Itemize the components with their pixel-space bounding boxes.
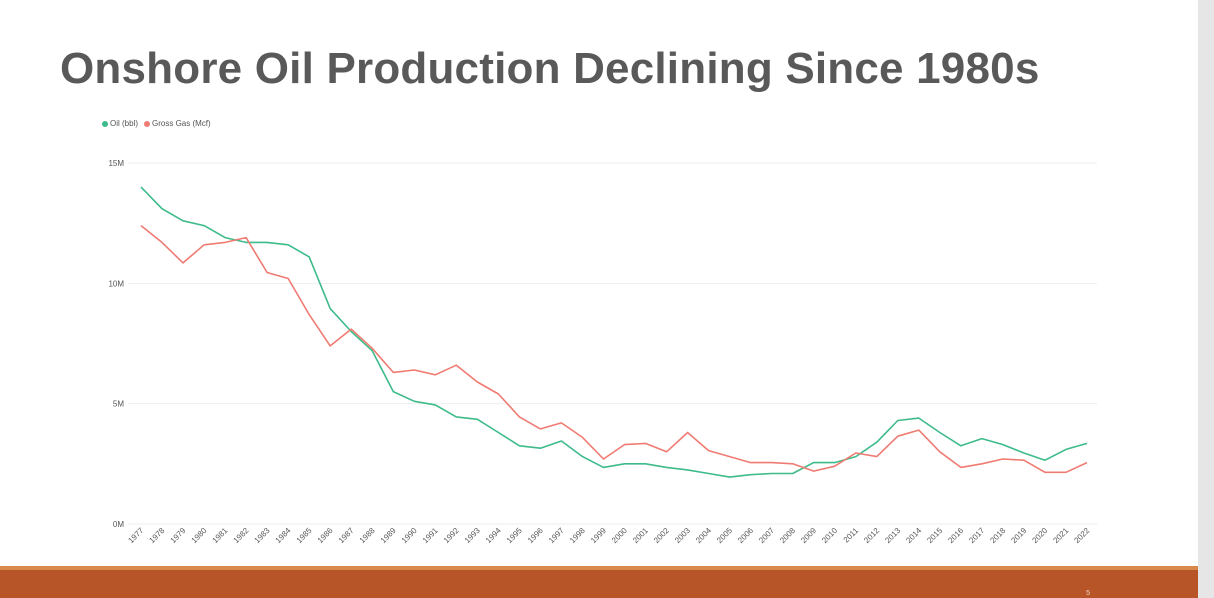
x-tick-label: 1990	[400, 526, 419, 545]
x-tick-label: 1980	[190, 526, 209, 545]
x-tick-label: 2009	[799, 526, 818, 545]
x-tick-label: 1984	[274, 526, 293, 545]
chart-legend: Oil (bbl) Gross Gas (Mcf)	[102, 119, 211, 128]
x-tick-label: 2019	[1009, 526, 1028, 545]
x-tick-label: 2000	[610, 526, 629, 545]
x-tick-label: 2004	[694, 526, 713, 545]
x-tick-label: 1993	[463, 526, 482, 545]
x-tick-label: 2020	[1030, 526, 1049, 545]
x-tick-label: 2003	[673, 526, 692, 545]
y-tick-label: 5M	[113, 400, 124, 409]
slide-title: Onshore Oil Production Declining Since 1…	[60, 44, 1040, 93]
x-tick-label: 1989	[379, 526, 398, 545]
gridlines	[128, 162, 1097, 525]
x-tick-label: 2006	[736, 526, 755, 545]
x-tick-label: 2002	[652, 526, 671, 545]
y-axis-ticks: 0M 5M 10M 15M	[108, 159, 124, 529]
x-tick-label: 2022	[1072, 526, 1091, 545]
x-tick-label: 1981	[211, 526, 230, 545]
series-lines	[140, 186, 1088, 478]
x-tick-label: 2005	[715, 526, 734, 545]
legend-dot-oil-icon	[102, 120, 108, 127]
slide-number: 5	[1086, 590, 1090, 597]
x-tick-label: 1979	[169, 526, 188, 545]
x-tick-label: 1978	[147, 526, 166, 545]
x-tick-label: 1987	[337, 526, 356, 545]
x-tick-label: 1995	[505, 526, 524, 545]
x-axis-ticks: 1977 1978 1979 1980 1981 1982 1983 1984 1985 1986…	[126, 526, 1091, 545]
x-tick-label: 2008	[778, 526, 797, 545]
x-tick-label: 1983	[253, 526, 272, 545]
x-tick-label: 2001	[631, 526, 650, 545]
x-tick-label: 1988	[358, 526, 377, 545]
x-tick-label: 1991	[421, 526, 440, 545]
x-tick-label: 1997	[547, 526, 566, 545]
x-tick-label: 2018	[988, 526, 1007, 545]
legend-item-oil[interactable]: Oil (bbl)	[102, 119, 138, 128]
x-tick-label: 1996	[526, 526, 545, 545]
legend-item-gas[interactable]: Gross Gas (Mcf)	[144, 119, 211, 128]
y-tick-label: 15M	[108, 159, 124, 168]
x-tick-label: 2017	[967, 526, 986, 545]
series-line-gross-gas[interactable]	[140, 224, 1088, 474]
x-tick-label: 1982	[232, 526, 251, 545]
x-tick-label: 2014	[904, 526, 923, 545]
x-tick-label: 1986	[316, 526, 335, 545]
legend-label-oil: Oil (bbl)	[110, 119, 139, 128]
x-tick-label: 2015	[925, 526, 944, 545]
x-tick-label: 2013	[883, 526, 902, 545]
x-tick-label: 2021	[1051, 526, 1070, 545]
x-tick-label: 2011	[842, 526, 861, 545]
x-tick-label: 1994	[484, 526, 503, 545]
series-line-oil[interactable]	[140, 186, 1088, 478]
x-tick-label: 1999	[589, 526, 608, 545]
x-tick-label: 1998	[568, 526, 587, 545]
footer-bar: 5	[0, 566, 1198, 598]
legend-label-gas: Gross Gas (Mcf)	[152, 119, 211, 128]
x-tick-label: 1992	[442, 526, 461, 545]
y-tick-label: 0M	[113, 520, 124, 529]
x-tick-label: 2016	[946, 526, 965, 545]
x-tick-label: 2010	[820, 526, 839, 545]
x-tick-label: 2007	[757, 526, 776, 545]
x-tick-label: 2012	[862, 526, 881, 545]
legend-dot-gas-icon	[144, 120, 151, 127]
x-tick-label: 1977	[126, 526, 145, 545]
window-edge	[1198, 0, 1214, 598]
x-tick-label: 1985	[295, 526, 314, 545]
y-tick-label: 10M	[108, 279, 124, 288]
